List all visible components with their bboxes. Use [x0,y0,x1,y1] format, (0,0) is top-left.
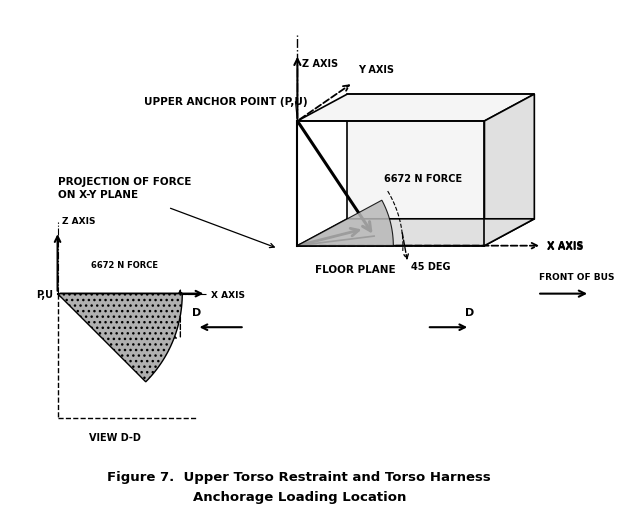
Text: VIEW D-D: VIEW D-D [89,433,141,442]
Text: FRONT OF BUS: FRONT OF BUS [539,273,614,282]
Text: 6672 N FORCE: 6672 N FORCE [91,260,158,270]
Text: X AXIS: X AXIS [211,291,245,300]
Text: UPPER ANCHOR POINT (P,U): UPPER ANCHOR POINT (P,U) [144,97,308,107]
Text: 6672 N FORCE: 6672 N FORCE [384,174,462,184]
Text: Anchorage Loading Location: Anchorage Loading Location [192,491,406,504]
Text: D: D [466,308,475,317]
Text: FLOOR PLANE: FLOOR PLANE [314,265,395,275]
Polygon shape [298,200,393,246]
Text: P,U: P,U [36,290,52,300]
Text: Figure 7.  Upper Torso Restraint and Torso Harness: Figure 7. Upper Torso Restraint and Tors… [107,471,491,484]
Text: D: D [192,308,201,317]
Polygon shape [58,293,182,382]
Text: X AXIS: X AXIS [547,242,583,252]
Text: X AXIS: X AXIS [547,241,583,251]
Polygon shape [348,94,534,219]
Polygon shape [298,94,534,121]
Text: PROJECTION OF FORCE
ON X-Y PLANE: PROJECTION OF FORCE ON X-Y PLANE [58,176,191,200]
Polygon shape [484,94,534,246]
Text: 45 DEG: 45 DEG [411,262,450,272]
Text: Z AXIS: Z AXIS [302,59,338,69]
Text: Z AXIS: Z AXIS [62,218,96,226]
Polygon shape [298,219,534,246]
Text: Y AXIS: Y AXIS [358,65,394,75]
